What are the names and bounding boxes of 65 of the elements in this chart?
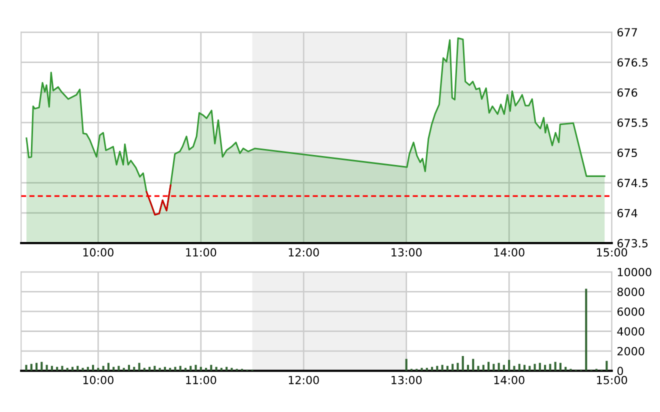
- y-tick-label: 4000: [617, 327, 644, 336]
- x-tick-label: 13:00: [392, 376, 422, 384]
- x-tick-label: 15:00: [597, 376, 628, 384]
- x-tick-label: 12:00: [288, 248, 319, 257]
- bar: [502, 364, 505, 371]
- bar: [420, 368, 423, 371]
- bar: [452, 364, 454, 371]
- x-tick-label: 11:00: [186, 376, 216, 384]
- x-tick-label: 14:00: [494, 248, 524, 257]
- bar: [534, 364, 536, 371]
- bar: [482, 364, 484, 371]
- bar: [538, 362, 541, 371]
- x-tick-label: 15:00: [597, 248, 628, 257]
- y-tick-label: 676: [617, 88, 638, 97]
- bar: [585, 288, 588, 371]
- bar: [46, 364, 48, 371]
- bar: [513, 366, 516, 371]
- x-tick-label: 10:00: [83, 248, 114, 257]
- bar: [488, 362, 490, 371]
- y-tick-label: 6000: [617, 307, 644, 316]
- bar: [498, 362, 500, 371]
- bar: [194, 364, 197, 371]
- bar: [40, 362, 43, 371]
- y-tick-label: 677: [617, 28, 637, 37]
- bar: [492, 364, 495, 371]
- bar: [606, 360, 608, 371]
- bar: [36, 362, 38, 371]
- x-tick-label: 12:00: [288, 376, 319, 384]
- bar: [456, 362, 459, 371]
- bar: [518, 364, 520, 371]
- y-tick-label: 675: [617, 148, 637, 158]
- bar: [523, 364, 526, 371]
- bar: [472, 358, 474, 371]
- y-tick-label: 674: [617, 208, 638, 218]
- y-tick-label: 0: [617, 366, 624, 376]
- bar: [30, 364, 32, 371]
- x-tick-label: 11:00: [186, 248, 216, 257]
- x-tick-label: 14:00: [494, 376, 524, 384]
- y-tick-label: 674.5: [617, 178, 648, 188]
- x-tick-label: 10:00: [83, 376, 114, 384]
- y-tick-label: 673.5: [617, 239, 648, 248]
- bar: [554, 362, 556, 371]
- bar: [441, 364, 444, 371]
- bar: [559, 362, 562, 371]
- bar: [25, 364, 28, 371]
- y-tick-label: 675.5: [617, 118, 648, 127]
- bar: [138, 362, 140, 371]
- x-tick-label: 13:00: [392, 248, 422, 257]
- y-tick-label: 676.5: [617, 58, 648, 67]
- y-tick-label: 8000: [617, 288, 644, 296]
- bar: [462, 356, 464, 371]
- bar: [82, 368, 84, 371]
- bar: [107, 362, 110, 371]
- y-tick-label: 10000: [618, 268, 652, 276]
- bar: [210, 364, 212, 371]
- bar: [477, 366, 480, 371]
- bar: [549, 364, 552, 371]
- bar: [92, 364, 94, 371]
- bar: [128, 364, 130, 371]
- bar: [466, 364, 470, 371]
- y-tick-label: 2000: [617, 347, 644, 356]
- line-series: [146, 184, 172, 216]
- bar: [544, 364, 546, 371]
- bar: [508, 360, 510, 371]
- bar: [405, 358, 408, 371]
